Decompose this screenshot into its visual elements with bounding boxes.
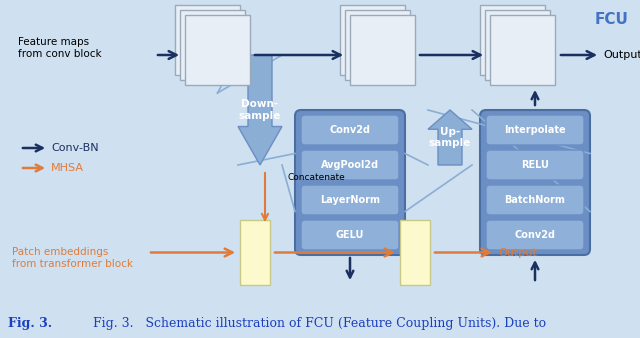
Text: Conv-BN: Conv-BN bbox=[51, 143, 99, 153]
Text: Output: Output bbox=[603, 50, 640, 60]
Text: Fig. 3.   Schematic illustration of FCU (Feature Coupling Units). Due to: Fig. 3. Schematic illustration of FCU (F… bbox=[93, 317, 547, 330]
Bar bbox=[185, 15, 250, 85]
Bar bbox=[345, 10, 410, 80]
Text: Conv2d: Conv2d bbox=[330, 125, 371, 135]
Text: Output: Output bbox=[498, 247, 537, 258]
Text: Conv2d: Conv2d bbox=[515, 230, 556, 240]
Text: Feature maps
from conv block: Feature maps from conv block bbox=[18, 37, 102, 59]
Text: Down-
sample: Down- sample bbox=[239, 99, 281, 121]
Text: AvgPool2d: AvgPool2d bbox=[321, 160, 379, 170]
Bar bbox=[240, 220, 270, 285]
FancyBboxPatch shape bbox=[486, 220, 584, 250]
Bar bbox=[180, 10, 245, 80]
Text: GELU: GELU bbox=[336, 230, 364, 240]
Text: Interpolate: Interpolate bbox=[504, 125, 566, 135]
Bar bbox=[175, 5, 240, 75]
Text: Concatenate: Concatenate bbox=[288, 173, 346, 182]
FancyBboxPatch shape bbox=[301, 150, 399, 180]
FancyBboxPatch shape bbox=[301, 185, 399, 215]
Bar bbox=[340, 5, 405, 75]
Text: BatchNorm: BatchNorm bbox=[504, 195, 565, 205]
Text: FCU: FCU bbox=[594, 12, 628, 27]
Bar bbox=[485, 10, 550, 80]
Text: LayerNorm: LayerNorm bbox=[320, 195, 380, 205]
Bar bbox=[480, 5, 545, 75]
Bar bbox=[490, 15, 555, 85]
Text: MHSA: MHSA bbox=[51, 163, 84, 173]
FancyBboxPatch shape bbox=[301, 115, 399, 145]
FancyBboxPatch shape bbox=[301, 220, 399, 250]
FancyBboxPatch shape bbox=[486, 185, 584, 215]
Bar bbox=[400, 220, 430, 285]
Bar bbox=[350, 15, 415, 85]
Text: Patch embeddings
from transformer block: Patch embeddings from transformer block bbox=[12, 247, 133, 269]
FancyBboxPatch shape bbox=[295, 110, 405, 255]
FancyBboxPatch shape bbox=[486, 115, 584, 145]
FancyBboxPatch shape bbox=[486, 150, 584, 180]
FancyBboxPatch shape bbox=[480, 110, 590, 255]
Polygon shape bbox=[428, 110, 472, 165]
Text: Up-
sample: Up- sample bbox=[429, 127, 471, 148]
Text: Fig. 3.: Fig. 3. bbox=[8, 317, 52, 330]
Polygon shape bbox=[238, 55, 282, 165]
Text: RELU: RELU bbox=[521, 160, 549, 170]
